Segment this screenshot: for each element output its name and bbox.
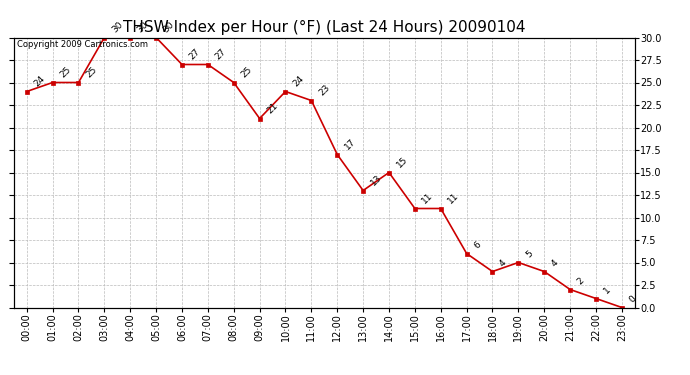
Text: 27: 27 xyxy=(188,47,202,62)
Text: 1: 1 xyxy=(602,285,612,296)
Text: 4: 4 xyxy=(498,258,509,269)
Text: 25: 25 xyxy=(239,65,254,80)
Text: 4: 4 xyxy=(550,258,560,269)
Text: 17: 17 xyxy=(343,137,357,152)
Text: 15: 15 xyxy=(395,155,409,170)
Text: 11: 11 xyxy=(420,191,435,206)
Text: 27: 27 xyxy=(213,47,228,62)
Text: 11: 11 xyxy=(446,191,461,206)
Title: THSW Index per Hour (°F) (Last 24 Hours) 20090104: THSW Index per Hour (°F) (Last 24 Hours)… xyxy=(123,20,526,35)
Text: 6: 6 xyxy=(472,240,482,251)
Text: 30: 30 xyxy=(161,20,176,35)
Text: 23: 23 xyxy=(317,83,331,98)
Text: 25: 25 xyxy=(58,65,72,80)
Text: Copyright 2009 Cartronics.com: Copyright 2009 Cartronics.com xyxy=(17,40,148,49)
Text: 21: 21 xyxy=(265,101,279,116)
Text: 5: 5 xyxy=(524,249,534,260)
Text: 0: 0 xyxy=(627,294,638,305)
Text: 30: 30 xyxy=(136,20,150,35)
Text: 13: 13 xyxy=(368,173,383,188)
Text: 25: 25 xyxy=(84,65,99,80)
Text: 2: 2 xyxy=(575,276,586,287)
Text: 30: 30 xyxy=(110,20,124,35)
Text: 24: 24 xyxy=(32,74,47,89)
Text: 24: 24 xyxy=(291,74,306,89)
